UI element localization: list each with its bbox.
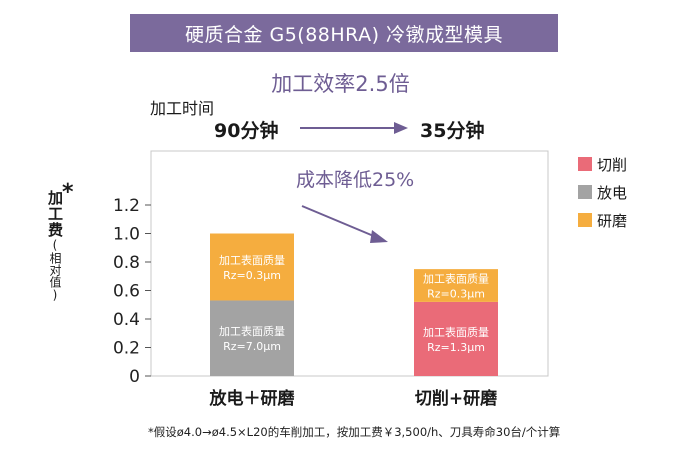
chart-legend: 切削 放电 研磨	[578, 150, 627, 234]
legend-swatch-cutting	[578, 157, 592, 171]
chart-banner-title: 硬质合金 G5(88HRA) 冷镦成型模具	[130, 14, 558, 52]
bar-segment-label: 加工表面质量 Rz=1.3μm	[423, 325, 489, 354]
legend-label-cutting: 切削	[597, 155, 628, 174]
machining-time-after: 35分钟	[420, 120, 485, 142]
machining-time-title: 加工时间	[150, 99, 215, 118]
bar-segment-label: 加工表面质量 Rz=0.3μm	[423, 272, 489, 301]
y-tick-label: 0	[129, 367, 140, 387]
bar-segment-0-2	[210, 233, 294, 301]
efficiency-headline: 加工效率2.5倍	[271, 72, 410, 96]
y-axis-label-main: 加工费	[46, 190, 64, 238]
y-tick-label: 0.2	[113, 339, 140, 359]
y-tick-label: 0.4	[113, 310, 140, 330]
cost-reduction-note: 成本降低25%	[296, 169, 414, 191]
footnote: *假设ø4.0→ø4.5×L20的车削加工，按加工费￥3,500/h、刀具寿命3…	[148, 425, 561, 439]
y-tick-label: 1.2	[113, 196, 140, 216]
legend-item-cutting: 切削	[578, 150, 627, 178]
y-tick-label: 0.8	[113, 253, 140, 273]
x-category-label: 放电＋研磨	[209, 388, 296, 409]
y-tick-label: 1.0	[113, 225, 140, 245]
y-axis-label: 加工费(相对值)	[42, 190, 66, 302]
bar-segment-1-0	[414, 301, 498, 376]
legend-label-grinding: 研磨	[597, 211, 628, 230]
legend-label-edm: 放电	[597, 183, 628, 202]
y-tick-label: 0.6	[113, 282, 140, 302]
bar-segment-label: 加工表面质量 Rz=0.3μm	[219, 253, 285, 282]
bar-segment-0-1	[210, 300, 294, 376]
legend-item-grinding: 研磨	[578, 206, 627, 234]
bar-segment-1-2	[414, 269, 498, 302]
legend-swatch-grinding	[578, 213, 592, 227]
legend-swatch-edm	[578, 185, 592, 199]
machining-time-before: 90分钟	[214, 120, 279, 142]
y-axis-label-sub: (相对值)	[48, 238, 62, 302]
x-category-label: 切削+研磨	[415, 388, 498, 409]
cost-reduction-arrow	[301, 205, 388, 243]
ylabel-asterisk: *	[62, 180, 74, 205]
bar-segment-label: 加工表面质量 Rz=7.0μm	[219, 324, 285, 353]
time-arrow-icon	[300, 122, 408, 134]
legend-item-edm: 放电	[578, 178, 627, 206]
